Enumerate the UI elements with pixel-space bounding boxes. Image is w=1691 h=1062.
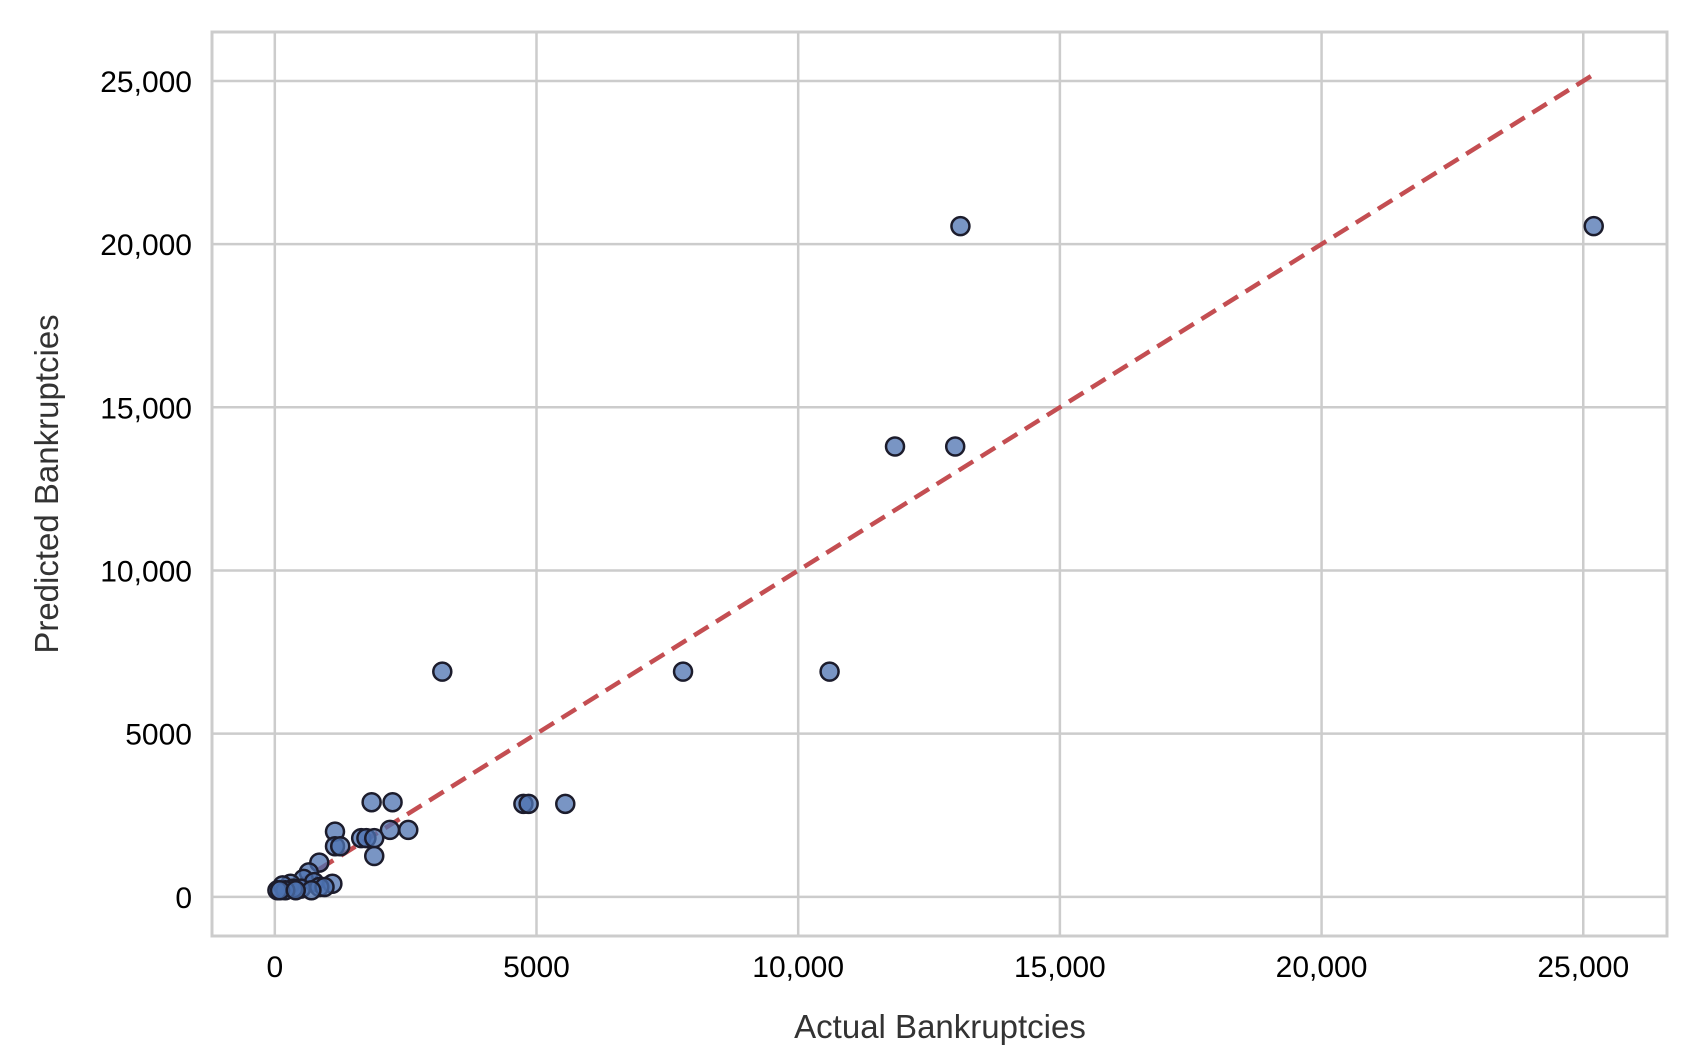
data-point-3 bbox=[944, 436, 966, 457]
data-points bbox=[267, 215, 1604, 901]
y-tick-labels: 0 5000 10,000 15,000 20,000 25,000 bbox=[100, 66, 192, 915]
x-tick-labels: 0 5000 10,000 15,000 20,000 25,000 bbox=[266, 951, 1629, 984]
y-tick-label-4: 20,000 bbox=[100, 229, 192, 262]
data-point-8 bbox=[518, 793, 539, 815]
data-point-19 bbox=[329, 836, 351, 857]
data-point-5 bbox=[672, 661, 694, 682]
y-tick-label-5: 25,000 bbox=[100, 66, 192, 99]
data-point-9 bbox=[555, 793, 576, 815]
y-tick-label-3: 15,000 bbox=[100, 392, 192, 425]
data-point-17 bbox=[363, 827, 385, 849]
x-tick-label-4: 20,000 bbox=[1276, 951, 1368, 984]
data-point-36 bbox=[285, 880, 306, 901]
x-tick-label-5: 25,000 bbox=[1537, 951, 1629, 984]
data-point-1 bbox=[950, 215, 971, 237]
x-tick-label-2: 10,000 bbox=[752, 951, 844, 984]
x-tick-label-3: 15,000 bbox=[1014, 951, 1106, 984]
data-point-10 bbox=[361, 791, 382, 813]
y-axis-label: Predicted Bankruptcies bbox=[28, 314, 65, 653]
y-tick-label-1: 5000 bbox=[125, 719, 192, 752]
x-axis-label: Actual Bankruptcies bbox=[794, 1008, 1086, 1045]
data-point-11 bbox=[382, 791, 403, 813]
x-tick-label-0: 0 bbox=[266, 951, 283, 984]
data-point-20 bbox=[363, 845, 385, 867]
y-tick-label-0: 0 bbox=[175, 882, 192, 915]
grid-lines bbox=[212, 32, 1667, 936]
data-point-13 bbox=[379, 819, 401, 841]
data-point-6 bbox=[819, 661, 840, 682]
x-tick-label-1: 5000 bbox=[503, 951, 570, 984]
data-point-2 bbox=[884, 436, 906, 457]
data-point-4 bbox=[432, 661, 453, 682]
data-point-0 bbox=[1583, 215, 1604, 237]
data-point-12 bbox=[398, 819, 419, 841]
y-tick-label-2: 10,000 bbox=[100, 555, 192, 588]
